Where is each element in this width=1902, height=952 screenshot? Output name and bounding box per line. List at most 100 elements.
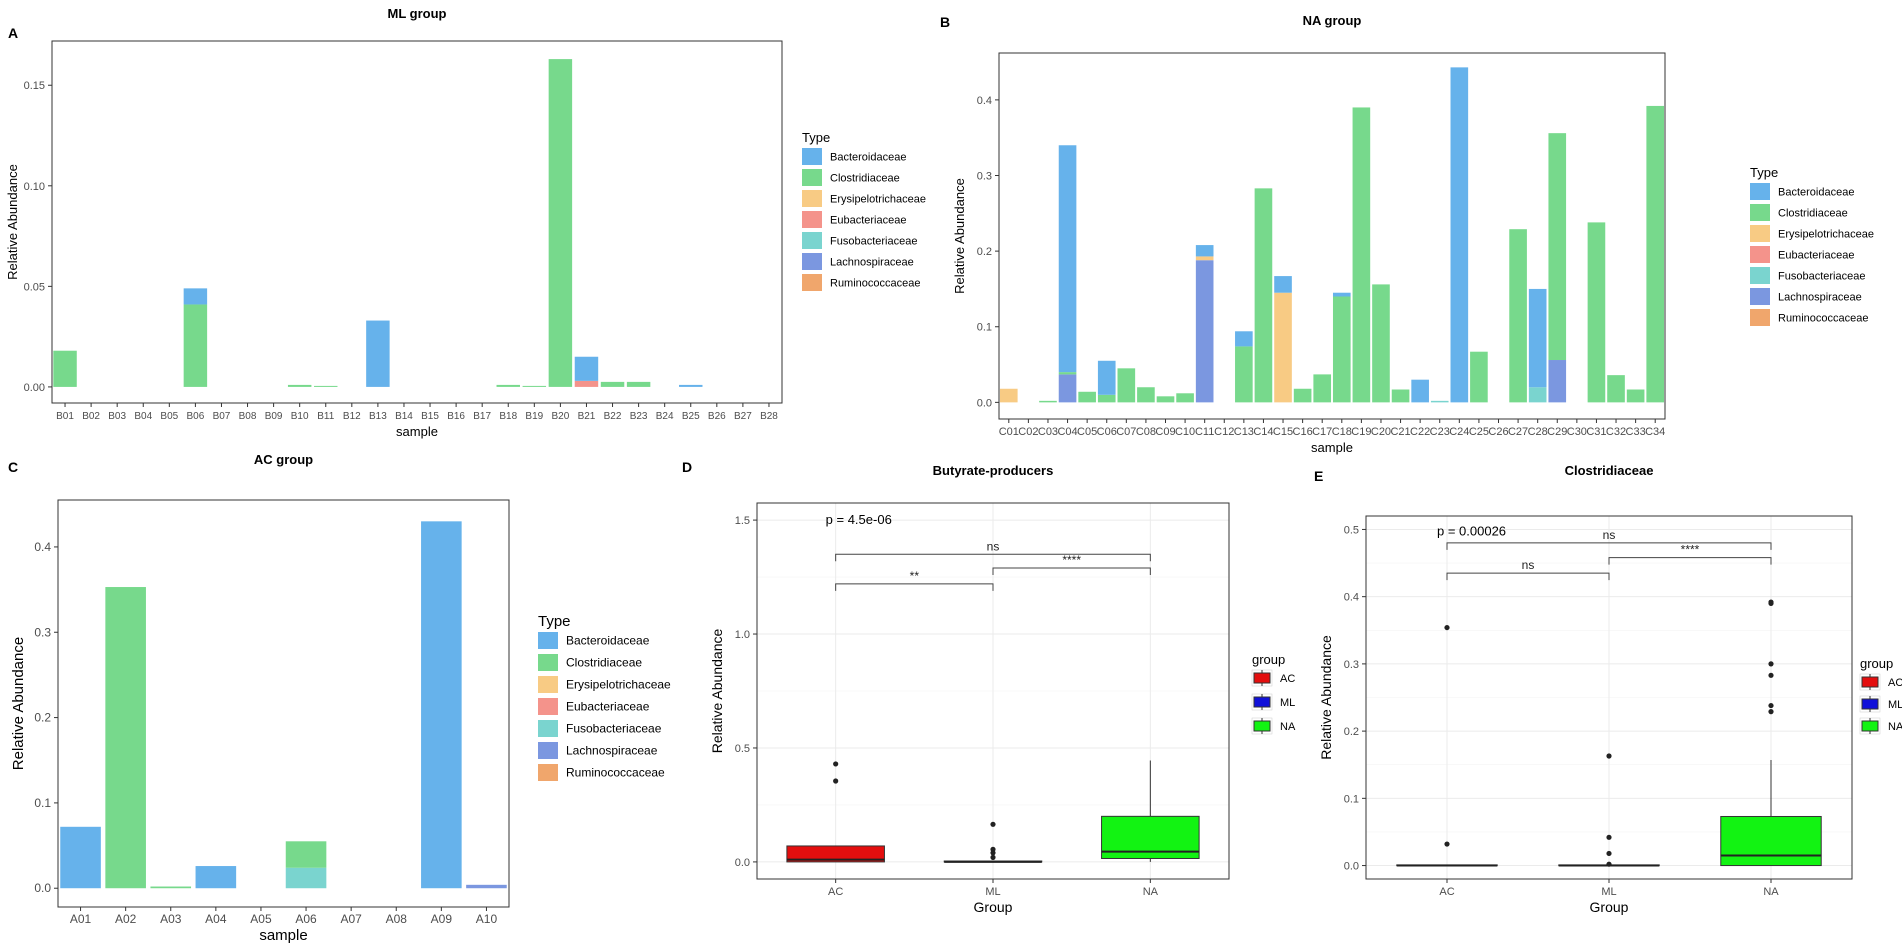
box-na — [1101, 760, 1200, 862]
legend-label: Eubacteriaceae — [1778, 250, 1854, 262]
bar-c11-erysipelotrichaceae — [1195, 256, 1214, 261]
legend-label: Clostridiaceae — [566, 656, 642, 670]
bar-c18-bacteroidaceae — [1332, 292, 1351, 297]
legend-swatch — [1253, 696, 1271, 708]
legend-label: Clostridiaceae — [830, 173, 900, 185]
bar-c01-erysipelotrichaceae — [999, 388, 1018, 403]
plot-background — [52, 41, 782, 403]
panel-letter: A — [8, 25, 18, 41]
significance-label: ns — [987, 539, 1000, 553]
box-ac — [786, 761, 885, 863]
bar-c28-bacteroidaceae — [1528, 288, 1547, 388]
x-tick-label: C20 — [1371, 426, 1391, 438]
x-tick-label: C16 — [1293, 426, 1313, 438]
y-tick-label: 0.0 — [1344, 861, 1359, 873]
bar-c16-clostridiaceae — [1293, 388, 1312, 403]
x-tick-label: A06 — [295, 912, 317, 926]
x-tick-label: C06 — [1097, 426, 1117, 438]
bar-c29-clostridiaceae — [1548, 133, 1567, 361]
legend-label: ML — [1888, 699, 1902, 711]
x-tick-label: B12 — [343, 411, 361, 422]
outlier-point — [1606, 861, 1612, 867]
legend-label: Fusobacteriaceae — [830, 236, 917, 248]
x-tick-label: B03 — [108, 411, 126, 422]
legend-swatch — [538, 698, 558, 715]
x-tick-label: C23 — [1430, 426, 1450, 438]
x-tick-label: C12 — [1214, 426, 1234, 438]
legend-swatch — [802, 190, 822, 207]
x-tick-label: A01 — [70, 912, 92, 926]
chart-title: ML group — [388, 6, 447, 21]
outlier-point — [833, 778, 839, 784]
y-tick-label: 0.3 — [34, 625, 51, 639]
significance-label: **** — [1681, 543, 1700, 557]
outlier-point — [1768, 672, 1774, 678]
plot-border — [57, 499, 510, 908]
x-tick-label: C34 — [1645, 426, 1665, 438]
legend-swatch — [1253, 720, 1271, 732]
outlier-point — [990, 854, 996, 860]
bar-c33-clostridiaceae — [1626, 389, 1645, 403]
x-tick-label: B11 — [317, 411, 334, 422]
panel-e: E Clostridiaceae ns **** ns p = 0.00026 0.0 0.1… — [1314, 463, 1902, 915]
x-tick-label: C15 — [1273, 426, 1293, 438]
significance-bracket — [992, 567, 1151, 575]
legend-swatch — [1750, 246, 1770, 263]
bar-b18-clostridiaceae — [496, 384, 520, 387]
legend-label: AC — [1888, 677, 1902, 689]
legend-swatch — [1861, 720, 1879, 732]
bar-b20-clostridiaceae — [548, 59, 573, 387]
x-tick-label: AC — [1439, 886, 1454, 898]
x-tick-label: B24 — [656, 411, 674, 422]
outlier-point — [990, 846, 996, 852]
y-tick-label: 0.15 — [24, 80, 45, 92]
x-tick-label: C27 — [1508, 426, 1528, 438]
x-tick-label: A03 — [160, 912, 182, 926]
outlier-point — [1768, 661, 1774, 667]
bar-b13-bacteroidaceae — [366, 320, 390, 387]
y-axis-label: Relative Abundance — [10, 637, 27, 770]
legend-swatch — [802, 211, 822, 228]
panel-letter: C — [8, 459, 18, 475]
x-tick-label: C01 — [999, 426, 1019, 438]
legend-label: Lachnospiraceae — [830, 257, 914, 269]
bar-c03-clostridiaceae — [1039, 400, 1057, 403]
outlier-point — [1768, 599, 1774, 605]
box-ac — [1396, 624, 1498, 867]
outlier-point — [1606, 753, 1612, 759]
y-tick-label: 0.5 — [1344, 524, 1359, 536]
box-body — [786, 845, 885, 863]
legend-swatch — [802, 253, 822, 270]
box-body — [1720, 815, 1822, 867]
legend-label: Bacteroidaceae — [830, 152, 906, 164]
significance-label: ** — [910, 569, 920, 583]
significance-label: **** — [1062, 553, 1081, 567]
y-tick-label: 0.4 — [34, 540, 51, 554]
outlier-point — [833, 761, 839, 767]
y-tick-label: 0.1 — [34, 796, 51, 810]
x-tick-label: B21 — [578, 411, 596, 422]
outlier-point — [1606, 850, 1612, 857]
bar-c04-clostridiaceae — [1058, 372, 1077, 375]
x-tick-label: B02 — [82, 411, 100, 422]
x-tick-label: NA — [1763, 886, 1779, 898]
bar-b10-clostridiaceae — [287, 384, 312, 387]
x-tick-label: B04 — [134, 411, 152, 422]
y-tick-label: 0.1 — [977, 322, 992, 334]
y-tick-label: 0.2 — [34, 711, 51, 725]
x-tick-label: C17 — [1312, 426, 1332, 438]
x-tick-label: C13 — [1234, 426, 1254, 438]
bar-b25-bacteroidaceae — [679, 384, 703, 387]
bar-c22-bacteroidaceae — [1411, 379, 1429, 403]
x-tick-label: A05 — [250, 912, 272, 926]
y-axis-label: Relative Abundance — [952, 178, 967, 294]
chart-title: Butyrate-producers — [933, 463, 1054, 478]
legend-label: NA — [1280, 721, 1296, 733]
x-tick-label: C21 — [1390, 426, 1410, 438]
p-value-annotation: p = 0.00026 — [1437, 523, 1506, 538]
panel-d: D Butyrate-producers******nsp = 4.5e-060.… — [682, 459, 1296, 915]
x-tick-label: C26 — [1488, 426, 1508, 438]
